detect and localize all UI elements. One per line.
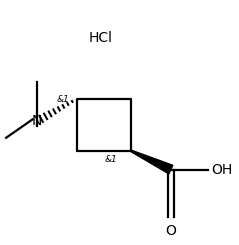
Text: &1: &1 [57,95,70,104]
Text: &1: &1 [104,155,117,164]
Text: HCl: HCl [88,31,112,45]
Text: N: N [32,114,42,128]
Text: O: O [165,224,176,238]
Polygon shape [130,150,173,174]
Text: OH: OH [211,163,232,177]
